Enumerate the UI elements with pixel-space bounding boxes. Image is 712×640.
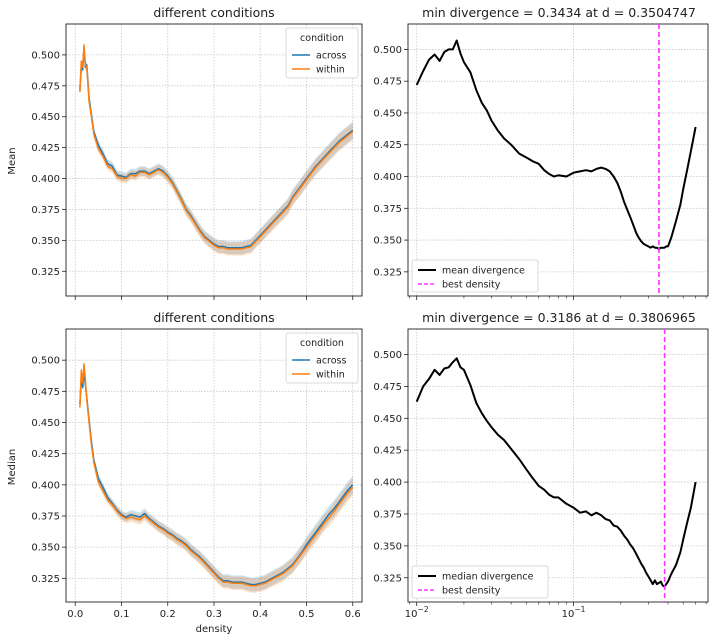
y-tick-label: 0.350 (373, 541, 402, 552)
axes-frame (407, 328, 709, 603)
legend-entry: within (316, 370, 345, 381)
y-tick-label: 0.375 (31, 205, 60, 216)
y-tick-label: 0.350 (31, 236, 60, 247)
series-line (415, 39, 697, 250)
y-tick-label: 0.500 (31, 50, 60, 61)
y-tick-label: 0.350 (31, 543, 60, 554)
y-tick-label: 0.400 (31, 480, 60, 491)
axes-frame (407, 23, 709, 297)
legend-box (285, 27, 359, 79)
y-tick-label: 0.450 (31, 112, 60, 123)
series-line (79, 371, 354, 586)
panel-title: min divergence = 0.3186 at d = 0.3806965 (422, 310, 696, 325)
x-tick-label: 0.5 (299, 609, 315, 620)
legend-entry: across (316, 356, 347, 367)
legend-box (411, 565, 549, 599)
series-line (415, 357, 697, 588)
grid (66, 329, 362, 602)
series-line (79, 363, 354, 587)
x-tick-label: 10−2 (405, 605, 429, 620)
y-tick-label: 0.400 (373, 172, 402, 183)
y-tick-label: 0.375 (373, 509, 402, 520)
y-tick-label: 0.375 (373, 204, 402, 215)
x-tick-label: 10−1 (562, 605, 586, 620)
y-tick-label: 0.450 (373, 414, 402, 425)
y-tick-label: 0.475 (373, 77, 402, 88)
x-tick-label: 0.6 (345, 609, 361, 620)
x-tick-label: 0.3 (206, 609, 222, 620)
x-tick-label: 0.2 (160, 609, 176, 620)
y-tick-label: 0.325 (373, 267, 402, 278)
y-tick-label: 0.350 (373, 236, 402, 247)
x-tick-label: 0.4 (252, 609, 268, 620)
y-tick-label: 0.325 (373, 573, 402, 584)
legend-entry: best density (442, 280, 501, 291)
panel-mean-divergence: min divergence = 0.3434 at d = 0.3504747… (373, 5, 709, 300)
x-tick-label: 0.0 (67, 609, 83, 620)
y-tick-label: 0.450 (31, 418, 60, 429)
y-tick-label: 0.425 (373, 140, 402, 151)
y-tick-label: 0.425 (31, 143, 60, 154)
legend-entry: mean divergence (442, 266, 525, 277)
grid (408, 24, 708, 296)
y-tick-label: 0.500 (373, 45, 402, 56)
y-tick-label: 0.500 (31, 356, 60, 367)
legend-title: condition (300, 33, 344, 44)
x-axis-label: density (196, 624, 233, 635)
legend-box (411, 259, 539, 293)
y-tick-label: 0.450 (373, 108, 402, 119)
y-tick-label: 0.325 (31, 574, 60, 585)
y-tick-label: 0.400 (31, 174, 60, 185)
legend-entry: median divergence (442, 572, 534, 583)
legend-entry: across (316, 51, 347, 62)
panel-title: different conditions (153, 5, 274, 20)
panel-median-divergence: min divergence = 0.3186 at d = 0.3806965… (373, 310, 709, 620)
y-tick-label: 0.425 (31, 449, 60, 460)
legend: mean divergence best density (411, 259, 539, 293)
grid (408, 329, 708, 602)
x-tick-label: 0.1 (114, 609, 130, 620)
legend: condition across within (285, 27, 359, 79)
y-tick-label: 0.425 (373, 446, 402, 457)
panel-mean-conditions: different conditions Mean 0.325 0.350 0.37… (7, 5, 363, 300)
y-tick-label: 0.500 (373, 350, 402, 361)
panel-median-conditions: different conditions Median density 0.32… (7, 310, 363, 635)
y-tick-label: 0.375 (31, 511, 60, 522)
panel-title: different conditions (153, 310, 274, 325)
y-axis-label: Median (7, 449, 18, 485)
y-tick-label: 0.325 (31, 267, 60, 278)
panel-title: min divergence = 0.3434 at d = 0.3504747 (422, 5, 696, 20)
legend-entry: best density (442, 586, 501, 597)
legend: median divergence best density (411, 565, 549, 599)
series-line (79, 44, 354, 250)
y-tick-label: 0.475 (31, 81, 60, 92)
legend: condition across within (285, 332, 359, 384)
legend-entry: within (316, 65, 345, 76)
y-axis-label: Mean (7, 147, 18, 174)
y-tick-label: 0.475 (373, 382, 402, 393)
legend-title: condition (300, 338, 344, 349)
y-tick-label: 0.475 (31, 387, 60, 398)
legend-box (285, 332, 359, 384)
y-tick-label: 0.400 (373, 478, 402, 489)
confidence-band (79, 44, 353, 255)
